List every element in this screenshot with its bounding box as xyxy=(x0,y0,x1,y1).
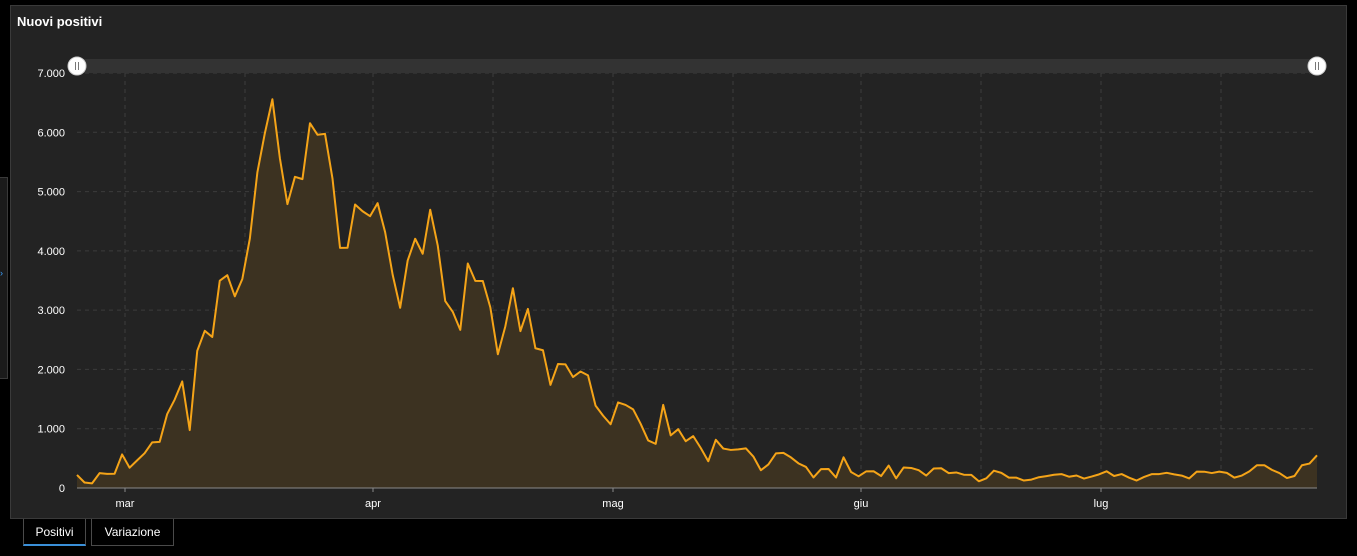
area-chart: 0 1.000 2.000 3.000 4.000 5.000 6.000 7.000 mar… xyxy=(37,56,1327,510)
x-tick-label: apr xyxy=(365,498,381,510)
area-series-fill xyxy=(77,99,1317,488)
x-tick-label: mag xyxy=(602,498,623,510)
panel-title: Nuovi positivi xyxy=(17,14,103,29)
range-start-handle[interactable] xyxy=(67,56,87,76)
x-axis-ticks: mar apr mag giu lug xyxy=(116,488,1109,510)
x-tick-label: lug xyxy=(1094,498,1109,510)
y-tick-label: 5.000 xyxy=(37,187,65,199)
handle-knob-icon xyxy=(67,56,87,76)
y-tick-label: 4.000 xyxy=(37,246,65,258)
y-tick-label: 1.000 xyxy=(37,424,65,436)
y-tick-label: 6.000 xyxy=(37,127,65,139)
tab-variazione[interactable]: Variazione xyxy=(91,519,174,546)
x-tick-label: giu xyxy=(854,498,869,510)
expand-arrow-icon[interactable]: › xyxy=(0,268,3,278)
x-tick-label: mar xyxy=(116,498,135,510)
y-tick-label: 7.000 xyxy=(37,68,65,80)
y-tick-label: 2.000 xyxy=(37,364,65,376)
line-series xyxy=(76,98,1318,485)
y-axis-ticks: 0 1.000 2.000 3.000 4.000 5.000 6.000 7.000 xyxy=(37,68,65,495)
chart-panel: Nuovi positivi 0 1.000 2.000 3.000 4.000 5.00… xyxy=(10,5,1347,519)
y-tick-label: 0 xyxy=(59,483,65,495)
range-slider-track[interactable] xyxy=(77,59,1317,73)
tab-positivi[interactable]: Positivi xyxy=(23,519,86,546)
y-tick-label: 3.000 xyxy=(37,305,65,317)
range-slider-handles[interactable] xyxy=(67,56,1327,76)
handle-knob-icon xyxy=(1307,56,1327,76)
range-end-handle[interactable] xyxy=(1307,56,1327,76)
collapsed-sidebar[interactable] xyxy=(0,177,8,379)
